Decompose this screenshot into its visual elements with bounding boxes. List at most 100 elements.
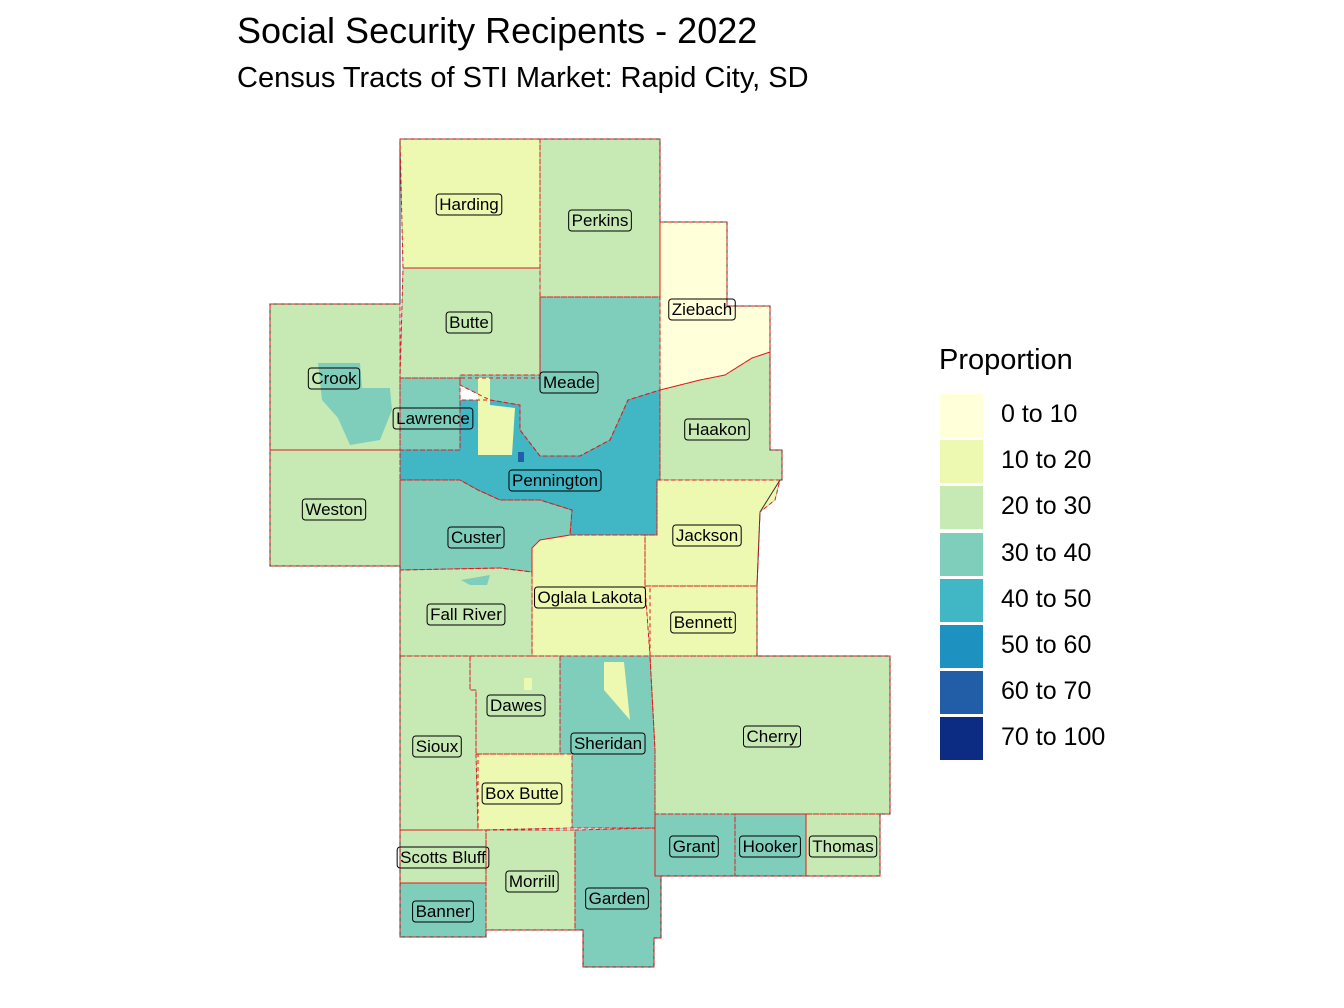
county-label-lawrence: Lawrence <box>392 407 474 430</box>
county-label-jackson: Jackson <box>672 524 742 547</box>
county-label-text: Jackson <box>676 526 738 545</box>
county-label-thomas: Thomas <box>808 835 878 858</box>
label-box <box>672 524 742 547</box>
legend-item: 70 to 100 <box>940 717 1200 763</box>
legend-item: 50 to 60 <box>940 625 1200 671</box>
legend-label: 60 to 70 <box>1001 677 1092 706</box>
border-perkins <box>539 138 661 298</box>
tract-hot-springs <box>461 575 490 585</box>
label-box <box>392 407 474 430</box>
legend-item: 20 to 30 <box>940 486 1200 532</box>
county-label-text: Oglala Lakota <box>538 588 643 607</box>
tract-sheridan-north <box>604 662 630 720</box>
legend-swatch <box>940 532 983 576</box>
tract-rapid-city-west <box>478 378 515 455</box>
label-box <box>539 371 599 394</box>
county-label-crook: Crook <box>307 367 361 390</box>
border-garden <box>574 827 662 968</box>
label-box <box>670 611 736 634</box>
legend-label: 50 to 60 <box>1001 631 1092 659</box>
county-label-text: Bennett <box>674 613 733 632</box>
legend-swatch <box>940 440 983 484</box>
label-box <box>742 725 802 748</box>
border-jackson <box>644 479 781 587</box>
county-label-morrill: Morrill <box>505 870 559 893</box>
label-box <box>668 298 736 321</box>
label-box <box>486 694 546 717</box>
county-label-text: Ziebach <box>672 300 732 319</box>
county-label-fall-river: Fall River <box>426 603 506 626</box>
county-label-harding: Harding <box>435 193 503 216</box>
county-label-sheridan: Sheridan <box>570 732 646 755</box>
label-box <box>447 526 505 549</box>
label-box <box>585 887 649 910</box>
county-label-text: Cherry <box>746 727 798 746</box>
county-polygons <box>269 138 891 968</box>
county-label-text: Sioux <box>416 737 459 756</box>
county-label-text: Box Butte <box>485 784 559 803</box>
map-title: Social Security Recipents - 2022 <box>237 10 758 51</box>
county-label-text: Morrill <box>509 872 555 891</box>
label-box <box>505 870 559 893</box>
county-label-grant: Grant <box>669 835 719 858</box>
legend-label: 20 to 30 <box>1001 492 1092 521</box>
legend-item: 0 to 10 <box>940 394 1200 440</box>
label-box <box>412 735 462 758</box>
tract-chadron <box>524 678 532 690</box>
county-label-oglala-lakota: Oglala Lakota <box>534 586 646 609</box>
legend-label: 10 to 20 <box>1001 446 1092 475</box>
legend-swatch <box>940 578 983 622</box>
county-label-dawes: Dawes <box>486 694 546 717</box>
legend-swatch <box>940 486 983 530</box>
county-label-cherry: Cherry <box>742 725 802 748</box>
county-label-sioux: Sioux <box>412 735 462 758</box>
legend-label: 30 to 40 <box>1001 538 1092 567</box>
county-label-text: Butte <box>449 313 489 332</box>
county-label-ziebach: Ziebach <box>668 298 736 321</box>
county-label-text: Meade <box>543 373 595 392</box>
county-label-text: Weston <box>305 500 362 519</box>
label-box <box>808 835 878 858</box>
county-label-scotts-bluff: Scotts Bluff <box>396 846 490 869</box>
county-label-text: Fall River <box>430 605 502 624</box>
label-box <box>739 835 801 858</box>
map-subtitle: Census Tracts of STI Market: Rapid City,… <box>237 62 809 94</box>
label-box <box>307 367 361 390</box>
tract-details <box>318 363 630 720</box>
county-label-text: Crook <box>311 369 357 388</box>
border-box-butte <box>475 753 573 831</box>
county-label-text: Perkins <box>572 211 629 230</box>
county-label-text: Lawrence <box>396 409 470 428</box>
legend-swatch <box>940 625 983 668</box>
border-oglala-lakota <box>531 534 651 657</box>
label-box <box>508 469 602 492</box>
label-box <box>669 835 719 858</box>
label-box <box>445 311 493 334</box>
county-label-text: Thomas <box>812 837 873 856</box>
legend-item: 30 to 40 <box>940 532 1200 579</box>
legend-item: 10 to 20 <box>940 440 1200 486</box>
county-label-box-butte: Box Butte <box>481 782 563 805</box>
legend-swatch <box>940 671 983 715</box>
border-banner <box>399 882 487 938</box>
county-label-pennington: Pennington <box>508 469 602 492</box>
legend-label: 70 to 100 <box>1001 723 1106 752</box>
county-label-bennett: Bennett <box>670 611 736 634</box>
label-box <box>435 193 503 216</box>
county-label-banner: Banner <box>412 900 474 923</box>
county-label-hooker: Hooker <box>739 835 801 858</box>
county-label-meade: Meade <box>539 371 599 394</box>
county-label-text: Pennington <box>512 471 598 490</box>
county-label-text: Scotts Bluff <box>400 848 486 867</box>
county-label-custer: Custer <box>447 526 505 549</box>
county-label-text: Dawes <box>490 696 542 715</box>
label-box <box>426 603 506 626</box>
county-label-weston: Weston <box>301 498 367 521</box>
county-label-garden: Garden <box>585 887 649 910</box>
label-box <box>534 586 646 609</box>
border-cherry <box>649 655 891 815</box>
label-box <box>396 846 490 869</box>
label-box <box>301 498 367 521</box>
tract-crook-east <box>318 363 392 445</box>
